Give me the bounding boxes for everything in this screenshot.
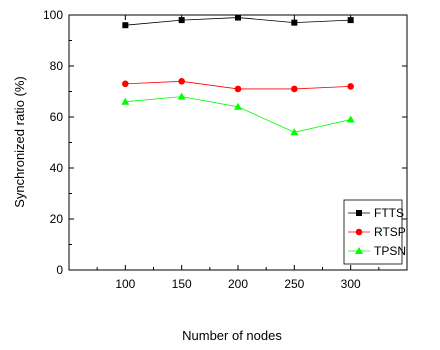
legend-item-rtsp: RTSP (348, 225, 406, 239)
y-axis-label: Synchronized ratio (%) (12, 76, 27, 208)
data-point-tpsn (177, 92, 186, 100)
x-tick-label: 200 (228, 277, 248, 291)
legend-label: FTTS (374, 206, 404, 220)
series-layer (121, 14, 355, 136)
ticks: 100 150 200 250 300 0 20 40 60 80 100 (43, 8, 407, 291)
series-line-tpsn (125, 96, 351, 133)
y-tick-label: 80 (50, 59, 64, 73)
data-point-tpsn (290, 128, 299, 136)
x-tick-label: 100 (115, 277, 135, 291)
y-tick-label: 60 (50, 110, 64, 124)
legend-marker (355, 247, 363, 254)
data-point-ftts (291, 19, 298, 26)
y-tick-label: 0 (56, 263, 63, 277)
y-tick-label: 100 (43, 8, 63, 22)
legend-marker (356, 210, 362, 216)
data-point-rtsp (178, 78, 185, 85)
x-tick-label: 150 (172, 277, 192, 291)
data-point-ftts (178, 17, 185, 24)
legend-label: RTSP (374, 225, 406, 239)
data-point-rtsp (122, 80, 129, 88)
legend-marker (355, 228, 363, 236)
y-tick-label: 20 (50, 212, 64, 226)
legend: FTTS RTSP TPSN (343, 199, 406, 265)
data-point-tpsn (121, 97, 130, 105)
x-tick-label: 250 (284, 277, 304, 291)
y-tick-label: 40 (50, 161, 64, 175)
legend-item-tpsn: TPSN (348, 244, 406, 258)
data-point-rtsp (291, 85, 298, 93)
data-point-tpsn (346, 115, 355, 123)
data-point-tpsn (234, 102, 242, 110)
x-axis-label: Number of nodes (182, 328, 282, 343)
data-point-ftts (122, 22, 129, 29)
data-point-ftts (347, 17, 354, 24)
data-point-ftts (235, 14, 241, 21)
series-tpsn (121, 92, 355, 136)
data-point-rtsp (347, 83, 354, 90)
legend-label: TPSN (374, 244, 406, 258)
series-rtsp (122, 78, 354, 93)
data-point-rtsp (234, 85, 242, 93)
x-tick-label: 300 (341, 277, 361, 291)
legend-item-ftts: FTTS (348, 206, 404, 220)
series-ftts (122, 14, 354, 29)
